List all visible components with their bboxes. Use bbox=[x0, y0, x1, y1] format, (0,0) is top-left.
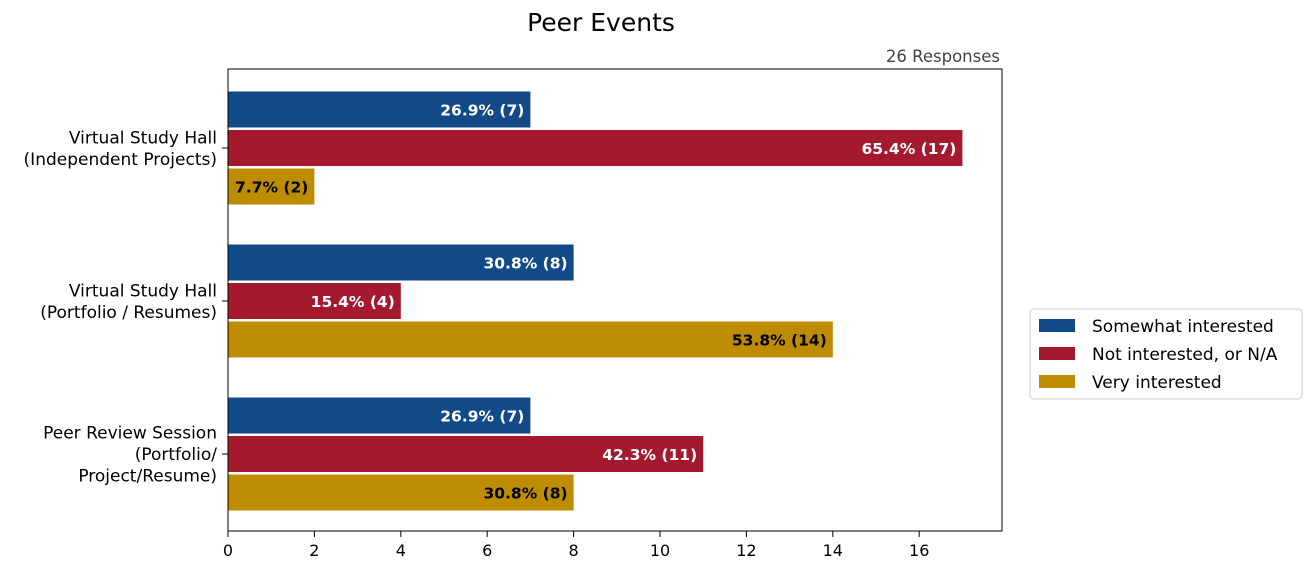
legend-frame bbox=[1029, 308, 1303, 400]
bars-layer: 26.9% (7) 30.8% (8) 26.9% (7) 65.4% (17) 15.… bbox=[228, 91, 963, 511]
plot-frame bbox=[227, 68, 1003, 532]
y-tick-label: (Portfolio / Resumes) bbox=[40, 303, 217, 323]
legend-label: Somewhat interested bbox=[1092, 317, 1274, 337]
bar-data-label: 7.7% (2) bbox=[235, 179, 308, 197]
bar bbox=[228, 321, 833, 358]
bar bbox=[228, 436, 704, 472]
y-tick-label: Project/Resume) bbox=[78, 467, 217, 487]
bar-data-label: 15.4% (4) bbox=[311, 293, 395, 311]
bar bbox=[228, 397, 531, 434]
y-tick-label: Virtual Study Hall bbox=[69, 128, 217, 148]
legend-swatch bbox=[1039, 319, 1075, 332]
bar-data-label: 26.9% (7) bbox=[440, 408, 524, 426]
y-tick-label: (Independent Projects) bbox=[24, 150, 217, 170]
x-tick-label: 16 bbox=[909, 541, 929, 560]
chart-title: Peer Events bbox=[527, 8, 675, 37]
bar bbox=[228, 168, 315, 205]
x-tick-label: 4 bbox=[396, 541, 406, 560]
chart-subtitle: 26 Responses bbox=[886, 47, 1000, 66]
y-tick-label: (Portfolio/ bbox=[135, 445, 218, 465]
x-tick-label: 12 bbox=[736, 541, 756, 560]
x-tick-label: 2 bbox=[309, 541, 319, 560]
y-tick-label: Peer Review Session bbox=[43, 424, 217, 444]
bar-data-label: 26.9% (7) bbox=[440, 102, 524, 120]
bar bbox=[228, 130, 963, 166]
bar-data-label: 30.8% (8) bbox=[483, 485, 567, 503]
x-tick-label: 0 bbox=[223, 541, 233, 560]
y-tick-label: Virtual Study Hall bbox=[69, 281, 217, 301]
bar-data-label: 53.8% (14) bbox=[732, 332, 827, 350]
legend-swatch bbox=[1039, 347, 1075, 360]
bar bbox=[228, 474, 574, 511]
bar-data-label: 65.4% (17) bbox=[861, 140, 956, 158]
x-tick-label: 10 bbox=[650, 541, 670, 560]
bar-data-label: 42.3% (11) bbox=[602, 446, 697, 464]
legend-label: Very interested bbox=[1092, 373, 1222, 393]
x-tick-label: 14 bbox=[823, 541, 843, 560]
bar-data-label: 30.8% (8) bbox=[483, 255, 567, 273]
legend-swatch bbox=[1039, 375, 1075, 388]
legend-label: Not interested, or N/A bbox=[1092, 345, 1278, 365]
x-tick-label: 8 bbox=[569, 541, 579, 560]
bar bbox=[228, 283, 401, 319]
bar bbox=[228, 91, 531, 128]
legend: Somewhat interested Not interested, or N/… bbox=[1029, 308, 1303, 400]
bar bbox=[228, 244, 574, 281]
x-tick-label: 6 bbox=[482, 541, 492, 560]
